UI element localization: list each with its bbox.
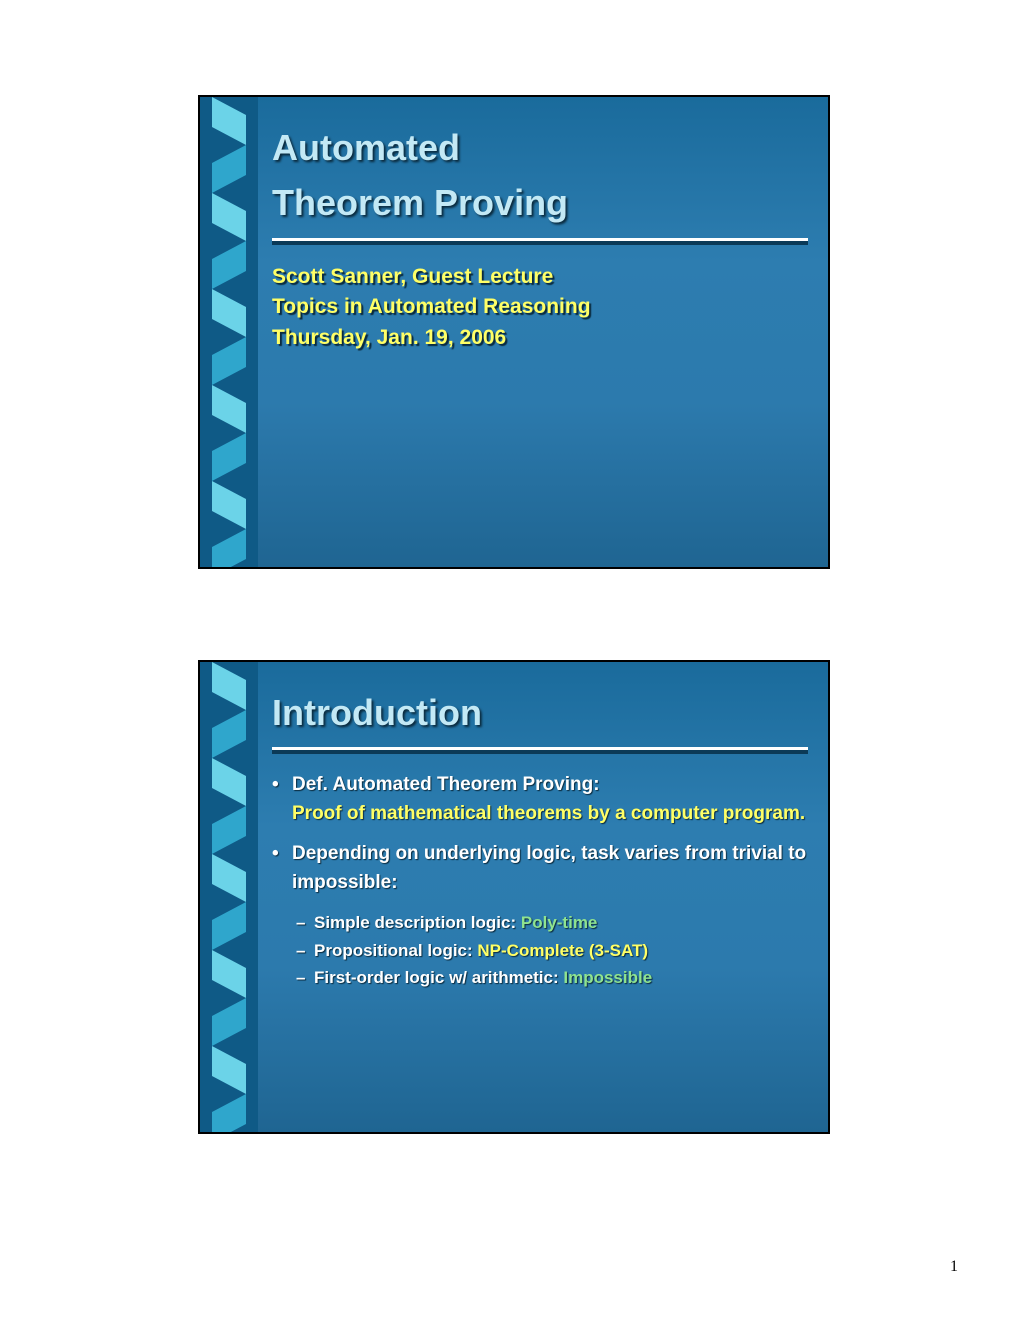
subbullet-2-label: Propositional logic: [314,941,477,960]
slide-2-title: Introduction [272,692,808,733]
subbullet-3-label: First-order logic w/ arithmetic: [314,968,563,987]
subtitle-line-2: Topics in Automated Reasoning [272,295,591,318]
slide-1-title-line1: Automated [272,127,808,168]
divider-icon [272,747,808,753]
subbullet-3: First-order logic w/ arithmetic: Impossi… [272,964,808,991]
page-number: 1 [950,1258,958,1276]
subbullet-1: Simple description logic: Poly-time [272,909,808,936]
decor-band-icon [200,662,258,1132]
slide-1-title-line2: Theorem Proving [272,182,808,223]
decor-band-icon [200,97,258,567]
bullet-1-body: Proof of mathematical theorems by a comp… [292,803,805,824]
subbullet-2-value: NP-Complete (3-SAT) [477,941,648,960]
subbullet-1-label: Simple description logic: [314,913,521,932]
slide-2-content: Introduction Def. Automated Theorem Prov… [272,692,808,991]
bullet-2: Depending on underlying logic, task vari… [272,840,808,897]
subbullet-3-value: Impossible [563,968,652,987]
subtitle-line-1: Scott Sanner, Guest Lecture [272,265,553,288]
slide-2: Introduction Def. Automated Theorem Prov… [198,660,830,1134]
bullet-1: Def. Automated Theorem Proving: Proof of… [272,771,808,828]
bullet-1-lead: Def. Automated Theorem Proving: [292,774,600,795]
subbullet-1-value: Poly-time [521,913,598,932]
slide-1-content: Automated Theorem Proving Scott Sanner, … [272,127,808,353]
slide-1-subtitle: Scott Sanner, Guest Lecture Topics in Au… [272,262,808,353]
divider-icon [272,238,808,244]
subtitle-line-3: Thursday, Jan. 19, 2006 [272,326,506,349]
slide-1: Automated Theorem Proving Scott Sanner, … [198,95,830,569]
subbullet-2: Propositional logic: NP-Complete (3-SAT) [272,937,808,964]
bullet-2-text: Depending on underlying logic, task vari… [292,843,806,893]
